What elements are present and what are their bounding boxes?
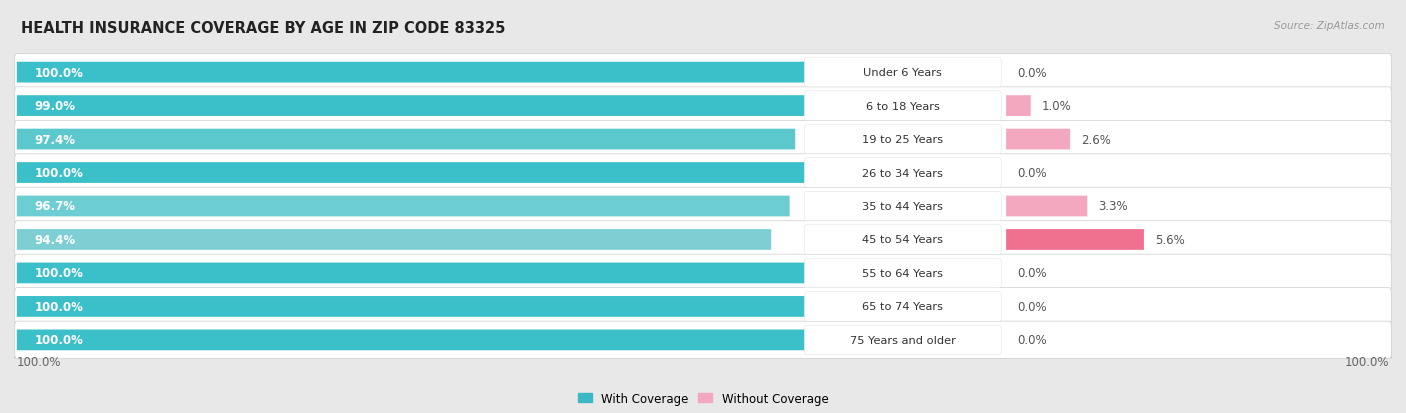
FancyBboxPatch shape bbox=[17, 129, 796, 150]
Text: 3.3%: 3.3% bbox=[1098, 200, 1128, 213]
Text: 75 Years and older: 75 Years and older bbox=[849, 335, 956, 345]
FancyBboxPatch shape bbox=[14, 321, 1392, 359]
Text: Source: ZipAtlas.com: Source: ZipAtlas.com bbox=[1274, 21, 1385, 31]
Text: 6 to 18 Years: 6 to 18 Years bbox=[866, 101, 939, 112]
FancyBboxPatch shape bbox=[804, 125, 1001, 154]
Text: 0.0%: 0.0% bbox=[1017, 267, 1047, 280]
Text: 1.0%: 1.0% bbox=[1042, 100, 1071, 113]
Text: 0.0%: 0.0% bbox=[1017, 166, 1047, 180]
FancyBboxPatch shape bbox=[17, 263, 815, 284]
FancyBboxPatch shape bbox=[17, 230, 772, 250]
Text: 19 to 25 Years: 19 to 25 Years bbox=[862, 135, 943, 145]
FancyBboxPatch shape bbox=[17, 196, 790, 217]
FancyBboxPatch shape bbox=[804, 192, 1001, 221]
FancyBboxPatch shape bbox=[17, 96, 808, 117]
FancyBboxPatch shape bbox=[1007, 196, 1087, 217]
Text: Under 6 Years: Under 6 Years bbox=[863, 68, 942, 78]
Text: 94.4%: 94.4% bbox=[35, 233, 76, 247]
FancyBboxPatch shape bbox=[14, 54, 1392, 92]
FancyBboxPatch shape bbox=[14, 188, 1392, 225]
FancyBboxPatch shape bbox=[804, 325, 1001, 355]
FancyBboxPatch shape bbox=[17, 63, 815, 83]
Text: 97.4%: 97.4% bbox=[35, 133, 76, 146]
Text: 100.0%: 100.0% bbox=[35, 166, 83, 180]
FancyBboxPatch shape bbox=[17, 296, 815, 317]
Text: 100.0%: 100.0% bbox=[35, 300, 83, 313]
Text: 100.0%: 100.0% bbox=[17, 355, 62, 368]
FancyBboxPatch shape bbox=[804, 292, 1001, 321]
FancyBboxPatch shape bbox=[804, 159, 1001, 188]
FancyBboxPatch shape bbox=[1007, 230, 1144, 250]
Text: 100.0%: 100.0% bbox=[1344, 355, 1389, 368]
Text: 65 to 74 Years: 65 to 74 Years bbox=[862, 301, 943, 312]
FancyBboxPatch shape bbox=[1007, 129, 1070, 150]
Text: 35 to 44 Years: 35 to 44 Years bbox=[862, 202, 943, 211]
FancyBboxPatch shape bbox=[804, 92, 1001, 121]
Text: 2.6%: 2.6% bbox=[1081, 133, 1111, 146]
Text: 0.0%: 0.0% bbox=[1017, 66, 1047, 79]
Text: 55 to 64 Years: 55 to 64 Years bbox=[862, 268, 943, 278]
FancyBboxPatch shape bbox=[14, 254, 1392, 292]
FancyBboxPatch shape bbox=[14, 288, 1392, 325]
Text: 100.0%: 100.0% bbox=[35, 334, 83, 347]
Text: 0.0%: 0.0% bbox=[1017, 300, 1047, 313]
FancyBboxPatch shape bbox=[1007, 96, 1031, 117]
FancyBboxPatch shape bbox=[17, 330, 815, 350]
FancyBboxPatch shape bbox=[14, 121, 1392, 159]
Text: 99.0%: 99.0% bbox=[35, 100, 76, 113]
Text: 100.0%: 100.0% bbox=[35, 66, 83, 79]
FancyBboxPatch shape bbox=[804, 58, 1001, 88]
Text: HEALTH INSURANCE COVERAGE BY AGE IN ZIP CODE 83325: HEALTH INSURANCE COVERAGE BY AGE IN ZIP … bbox=[21, 21, 506, 36]
Text: 5.6%: 5.6% bbox=[1154, 233, 1185, 247]
FancyBboxPatch shape bbox=[804, 259, 1001, 288]
FancyBboxPatch shape bbox=[804, 225, 1001, 254]
Text: 26 to 34 Years: 26 to 34 Years bbox=[862, 168, 943, 178]
FancyBboxPatch shape bbox=[14, 221, 1392, 259]
FancyBboxPatch shape bbox=[14, 88, 1392, 125]
Text: 96.7%: 96.7% bbox=[35, 200, 76, 213]
FancyBboxPatch shape bbox=[14, 154, 1392, 192]
Legend: With Coverage, Without Coverage: With Coverage, Without Coverage bbox=[578, 392, 828, 405]
Text: 100.0%: 100.0% bbox=[35, 267, 83, 280]
Text: 45 to 54 Years: 45 to 54 Years bbox=[862, 235, 943, 245]
Text: 0.0%: 0.0% bbox=[1017, 334, 1047, 347]
FancyBboxPatch shape bbox=[17, 163, 815, 183]
